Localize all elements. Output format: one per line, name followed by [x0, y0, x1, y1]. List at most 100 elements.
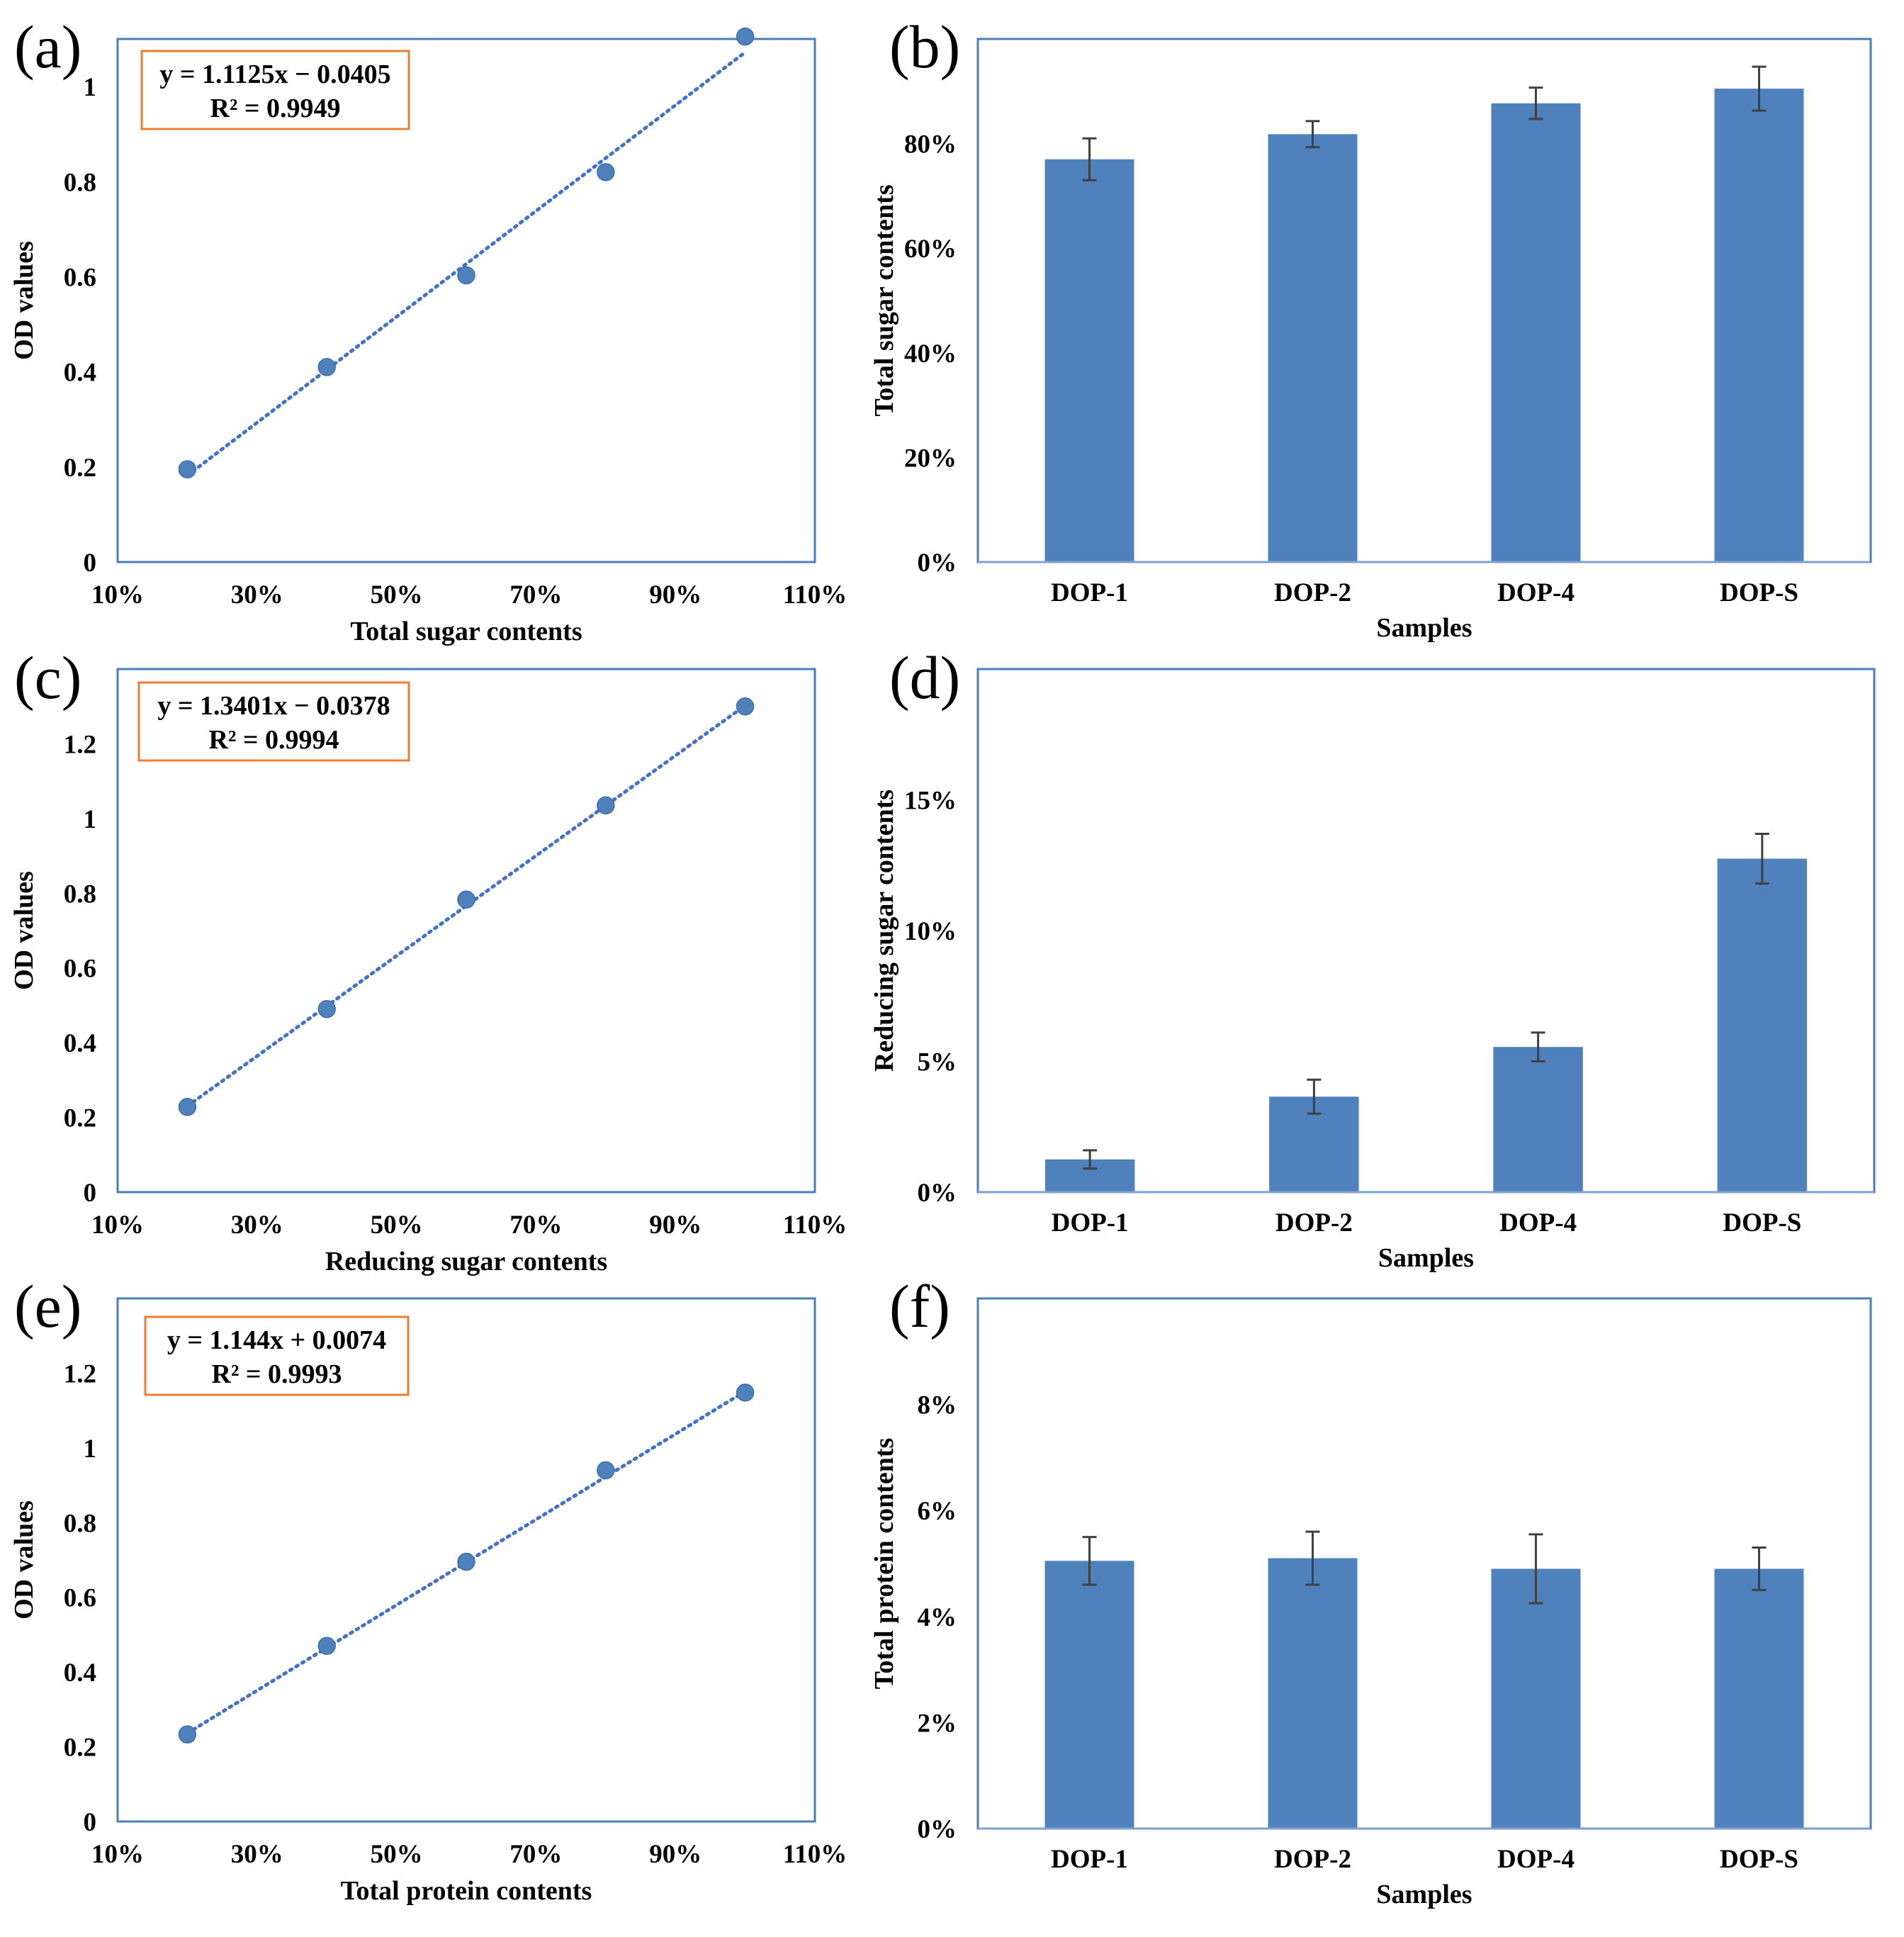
equation-box — [137, 681, 410, 762]
panel-b: (b) 0% 20% 40% 60% 80%Total sugar contents DOP… — [869, 13, 1872, 643]
y-tick-label: 0.4 — [64, 1029, 96, 1058]
y-tick-label: 0.6 — [64, 1584, 96, 1613]
x-tick-label: 70% — [509, 1211, 562, 1240]
data-point — [597, 163, 615, 181]
y-axis-title: OD values — [9, 871, 39, 990]
bar — [1044, 1561, 1134, 1829]
x-tick-label: 10% — [91, 1211, 144, 1240]
y-tick-label: 5% — [918, 1048, 957, 1077]
data-point — [317, 999, 336, 1018]
bar — [1714, 1568, 1804, 1829]
data-point — [597, 796, 615, 815]
data-point — [597, 1461, 615, 1480]
y-tick-label: 0.4 — [64, 359, 96, 388]
y-tick-label: 6% — [918, 1497, 957, 1526]
data-point — [457, 890, 475, 909]
x-tick-label: DOP-S — [1720, 1845, 1798, 1874]
x-axis-title: Total sugar contents — [350, 617, 582, 646]
y-tick-label: 0% — [918, 549, 957, 578]
y-tick-label: 1.2 — [64, 1359, 96, 1388]
x-tick-label: 70% — [509, 580, 562, 610]
r-squared: R² = 0.9993 — [212, 1359, 342, 1389]
data-point — [736, 1383, 755, 1402]
y-tick-label: 40% — [904, 339, 957, 369]
x-tick-label: 110% — [783, 580, 847, 610]
x-tick-label: DOP-2 — [1275, 1208, 1353, 1237]
y-tick-label: 0.4 — [64, 1658, 96, 1688]
y-tick-label: 4% — [918, 1603, 957, 1632]
x-tick-label: 110% — [783, 1840, 847, 1869]
y-tick-label: 0.8 — [64, 880, 96, 909]
data-point — [178, 1725, 197, 1744]
y-tick-label: 0.8 — [64, 1509, 96, 1538]
bar — [1491, 1568, 1581, 1829]
plot-area — [116, 38, 816, 563]
y-axis-title: OD values — [9, 241, 39, 360]
x-tick-label: DOP-S — [1720, 578, 1798, 607]
y-axis-title: OD values — [9, 1500, 39, 1619]
plot-area — [116, 1297, 816, 1823]
y-tick-label: 0 — [84, 549, 97, 578]
trendline-equation: y = 1.144x + 0.0074 — [167, 1325, 386, 1355]
panel-label: (d) — [889, 644, 960, 712]
x-axis-title: Reducing sugar contents — [325, 1247, 607, 1276]
y-tick-label: 10% — [904, 917, 957, 946]
trendline — [185, 50, 748, 478]
panel-a: (a) 0 0.2 0.4 0.6 0.8 1 OD values 10% 30% 50% 70% 90… — [9, 13, 847, 646]
y-tick-label: 0.6 — [64, 955, 96, 984]
x-axis-title: Samples — [1376, 613, 1472, 643]
equation-box — [144, 1315, 410, 1396]
y-tick-label: 0% — [918, 1815, 957, 1844]
y-tick-label: 0% — [918, 1179, 957, 1208]
x-tick-label: 50% — [371, 1211, 423, 1240]
x-tick-label: 10% — [91, 580, 144, 610]
y-tick-label: 8% — [918, 1391, 957, 1420]
panel-d: (d) 0% 5% 10% 15%Reducing sugar contents DOP-… — [869, 644, 1876, 1273]
x-tick-label: 30% — [231, 1211, 283, 1240]
x-tick-label: 30% — [231, 1840, 283, 1869]
bar — [1717, 858, 1808, 1192]
y-tick-label: 0.2 — [64, 1734, 96, 1763]
y-tick-label: 20% — [904, 444, 957, 473]
r-squared: R² = 0.9949 — [210, 94, 341, 123]
panel-f: (f) 0% 2% 4% 6% 8% Total protein contents DOP-1… — [869, 1272, 1872, 1909]
y-axis-title: Total protein contents — [869, 1438, 899, 1690]
data-point — [457, 266, 475, 285]
y-axis-title: Reducing sugar contents — [869, 790, 899, 1072]
x-axis-title: Samples — [1378, 1243, 1474, 1273]
y-tick-label: 2% — [918, 1709, 957, 1738]
y-tick-label: 60% — [904, 235, 957, 264]
bar — [1491, 103, 1581, 563]
panel-e: (e) 0 0.2 0.4 0.6 0.8 1 1.2 OD values 10% 30% 50% 70… — [9, 1272, 847, 1906]
x-tick-label: 90% — [649, 580, 702, 610]
y-tick-label: 80% — [904, 130, 957, 159]
bar — [1044, 159, 1134, 563]
plot-area — [116, 668, 816, 1194]
r-squared: R² = 0.9994 — [209, 725, 339, 755]
trendline-equation: y = 1.3401x − 0.0378 — [157, 691, 390, 721]
panel-label: (b) — [889, 13, 960, 81]
panel-label: (a) — [14, 13, 81, 81]
data-point — [457, 1552, 475, 1571]
x-tick-label: DOP-1 — [1051, 1845, 1128, 1874]
x-tick-label: DOP-S — [1723, 1208, 1801, 1237]
x-tick-label: DOP-4 — [1497, 578, 1575, 607]
panel-c: (c) 0 0.2 0.4 0.6 0.8 1 1.2 OD values 10% 30% 50% 70… — [9, 644, 847, 1276]
bar — [1268, 134, 1358, 563]
x-tick-label: DOP-1 — [1051, 578, 1128, 607]
x-axis-title: Samples — [1376, 1880, 1472, 1909]
equation-box — [140, 50, 410, 130]
bar — [1714, 89, 1804, 563]
x-tick-label: DOP-2 — [1274, 578, 1351, 607]
trendline-equation: y = 1.1125x − 0.0405 — [159, 60, 390, 89]
x-tick-label: DOP-4 — [1497, 1845, 1575, 1874]
x-tick-label: DOP-4 — [1499, 1208, 1577, 1237]
x-tick-label: 90% — [649, 1840, 702, 1869]
y-tick-label: 1 — [84, 805, 97, 834]
x-tick-label: 70% — [509, 1840, 562, 1869]
y-tick-label: 1.2 — [64, 730, 96, 759]
data-point — [736, 27, 755, 46]
data-point — [317, 1636, 336, 1655]
data-point — [178, 460, 197, 478]
